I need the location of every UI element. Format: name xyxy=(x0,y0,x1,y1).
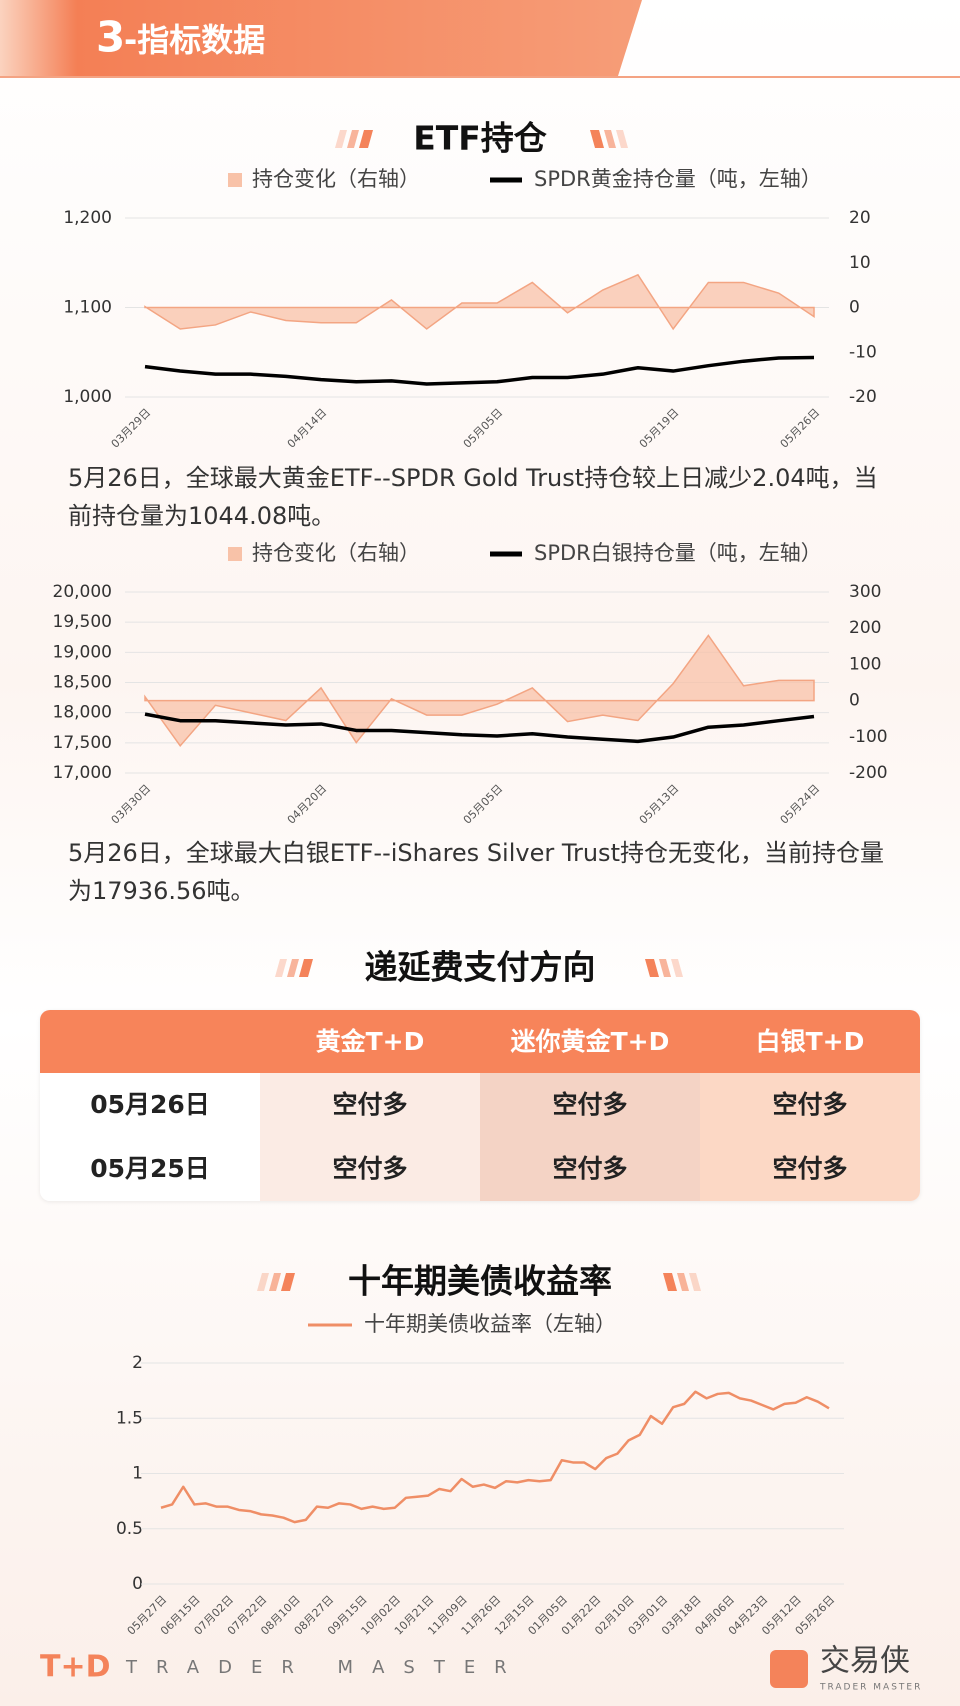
line xyxy=(160,1390,830,1524)
table-cell: 空付多 xyxy=(700,1073,920,1137)
header-cell xyxy=(40,1010,260,1073)
y-tick-label: 19,000 xyxy=(53,642,112,662)
header-cell: 白银T+D xyxy=(700,1010,920,1073)
y-tick-label: 0 xyxy=(132,1574,143,1594)
y2-tick-label: -10 xyxy=(849,342,877,362)
footer-brand: TRADER MASTER xyxy=(125,1657,526,1678)
table-cell: 空付多 xyxy=(480,1137,700,1201)
y2-tick-label: -100 xyxy=(849,727,888,747)
paragraph: 5月26日，全球最大黄金ETF--SPDR Gold Trust持仓较上日减少2… xyxy=(68,464,878,530)
table: 黄金T+D 迷你黄金T+D 白银T+D 05月26日 空付多 空付多 空付多 05月25日 空付… xyxy=(40,1010,920,1201)
y2-tick-label: 200 xyxy=(849,618,881,638)
y-tick-label: 1,200 xyxy=(63,208,112,228)
section-title: 十年期美债收益率 xyxy=(348,1262,612,1301)
y-tick-label: 2 xyxy=(132,1353,143,1373)
y-tick-label: 1.5 xyxy=(116,1408,143,1428)
y2-tick-label: 300 xyxy=(849,582,881,602)
y2-tick-label: -20 xyxy=(849,387,877,407)
y-tick-label: 19,500 xyxy=(53,612,112,632)
y-tick-label: 18,000 xyxy=(53,703,112,723)
footer-logo: T+D xyxy=(40,1650,111,1685)
legend-label: 持仓变化（右轴） xyxy=(252,541,420,565)
x-tick-label: 05月19日 xyxy=(637,406,682,451)
app-sub: TRADER MASTER xyxy=(819,1683,922,1693)
x-tick-label: 04月20日 xyxy=(285,782,330,827)
x-tick-label: 05月26日 xyxy=(778,406,823,451)
y2-tick-label: 100 xyxy=(849,654,881,674)
table-cell: 空付多 xyxy=(480,1073,700,1137)
line xyxy=(144,712,815,744)
legend-swatch xyxy=(228,547,242,561)
y-tick-label: 1,000 xyxy=(63,387,112,407)
x-tick-label: 05月05日 xyxy=(461,782,506,827)
y2-tick-label: -200 xyxy=(849,763,888,783)
y-tick-label: 18,500 xyxy=(53,673,112,693)
x-tick-label: 05月13日 xyxy=(637,782,682,827)
header-banner xyxy=(0,0,642,76)
app-name: 交易侠 xyxy=(820,1644,910,1679)
legend-label: 持仓变化（右轴） xyxy=(252,167,420,191)
area xyxy=(144,273,815,331)
section-deco xyxy=(257,130,701,1291)
line xyxy=(144,355,815,386)
legend-label: SPDR白银持仓量（吨，左轴） xyxy=(534,541,822,565)
y-tick-label: 1,100 xyxy=(63,298,112,318)
x-tick-label: 05月24日 xyxy=(778,782,823,827)
section-title: ETF持仓 xyxy=(413,119,548,158)
table-cell: 空付多 xyxy=(260,1137,480,1201)
y2-tick-label: 20 xyxy=(849,208,871,228)
header-cell: 迷你黄金T+D xyxy=(480,1010,700,1073)
table-cell: 空付多 xyxy=(260,1073,480,1137)
x-tick-label: 05月05日 xyxy=(461,406,506,451)
y-tick-label: 0.5 xyxy=(116,1519,143,1539)
table-cell: 空付多 xyxy=(700,1137,920,1201)
y2-tick-label: 0 xyxy=(849,298,860,318)
section-title: 递延费支付方向 xyxy=(365,948,596,987)
app-icon xyxy=(770,1650,808,1688)
header-title: -指标数据 xyxy=(124,21,265,59)
y-tick-label: 17,000 xyxy=(53,763,112,783)
y-tick-label: 17,500 xyxy=(53,733,112,753)
table-cell: 05月25日 xyxy=(40,1137,260,1201)
table-cell: 05月26日 xyxy=(40,1073,260,1137)
header-cell: 黄金T+D xyxy=(260,1010,480,1073)
legend-label: SPDR黄金持仓量（吨，左轴） xyxy=(534,167,822,191)
y2-tick-label: 0 xyxy=(849,691,860,711)
y-tick-label: 20,000 xyxy=(53,582,112,602)
header-number: 3 xyxy=(96,13,125,62)
legend-label: 十年期美债收益率（左轴） xyxy=(364,1312,616,1336)
y2-tick-label: 10 xyxy=(849,253,871,273)
x-tick-label: 04月14日 xyxy=(285,406,330,451)
paragraph: 5月26日，全球最大白银ETF--iShares Silver Trust持仓无… xyxy=(68,839,884,905)
x-tick-label: 03月30日 xyxy=(109,782,154,827)
x-tick-label: 03月29日 xyxy=(109,406,154,451)
legend-swatch xyxy=(228,173,242,187)
area xyxy=(144,634,815,748)
y-tick-label: 1 xyxy=(132,1464,143,1484)
